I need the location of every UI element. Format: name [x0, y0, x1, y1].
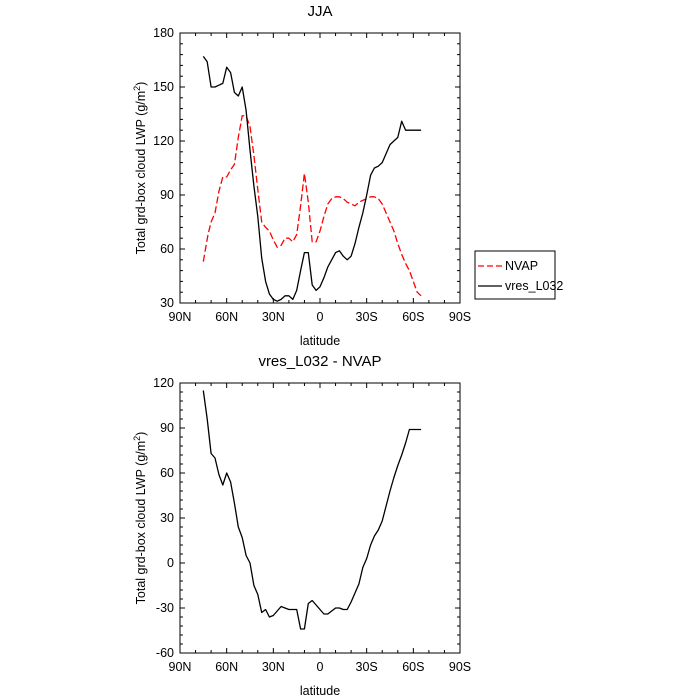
y-tick-label: 120 [153, 376, 174, 390]
x-tick-label: 60S [402, 660, 424, 674]
y-tick-label: -30 [156, 601, 174, 615]
x-tick-label: 90S [449, 310, 471, 324]
plot-frame [179, 382, 461, 654]
x-tick-label: 60S [402, 310, 424, 324]
y-tick-label: 30 [160, 511, 174, 525]
x-axis-title: latitude [300, 334, 340, 348]
series-line-vres-l032-nvap [202, 390, 422, 630]
y-axis-title: Total grd-box cloud LWP (g/m2) [132, 432, 148, 605]
x-tick-label: 90N [169, 310, 192, 324]
y-axis-title: Total grd-box cloud LWP (g/m2) [132, 82, 148, 255]
series-layer [202, 56, 422, 302]
y-tick-label: 90 [160, 421, 174, 435]
series-line-vres-l032 [202, 56, 422, 302]
x-tick-label: 30N [262, 660, 285, 674]
axis-ticks: 90N 60N 30N 0 30S 60S 90S -60 -30 0 30 60 90 120 [153, 376, 471, 674]
series-layer [202, 390, 422, 630]
x-axis-title: latitude [300, 684, 340, 698]
chart-title: vres_L032 - NVAP [258, 353, 381, 370]
x-tick-label: 30S [356, 310, 378, 324]
y-tick-label: 60 [160, 466, 174, 480]
x-tick-label: 0 [317, 660, 324, 674]
x-tick-label: 60N [215, 310, 238, 324]
x-tick-label: 0 [317, 310, 324, 324]
y-tick-label: 180 [153, 26, 174, 40]
legend-label-nvap: NVAP [505, 259, 538, 273]
y-tick-label: 30 [160, 296, 174, 310]
y-tick-label: -60 [156, 646, 174, 660]
legend-label-vres: vres_L032 [505, 279, 563, 293]
x-tick-label: 60N [215, 660, 238, 674]
y-tick-label: 60 [160, 242, 174, 256]
chart-title: JJA [307, 3, 332, 20]
legend: NVAP vres_L032 [474, 250, 563, 300]
x-tick-label: 90S [449, 660, 471, 674]
panel-bottom: vres_L032 - NVAP 90N 60N 30N 0 30S 60S 90S -60 -… [132, 353, 471, 698]
x-tick-label: 30N [262, 310, 285, 324]
y-tick-label: 150 [153, 80, 174, 94]
x-tick-label: 90N [169, 660, 192, 674]
series-line-nvap [202, 115, 422, 297]
legend-box [474, 250, 556, 300]
x-tick-label: 30S [356, 660, 378, 674]
y-tick-label: 90 [160, 188, 174, 202]
y-tick-label: 120 [153, 134, 174, 148]
axis-ticks: 90N 60N 30N 0 30S 60S 90S 30 60 90 120 150 180 [153, 26, 471, 324]
panel-top: JJA 90N 60N 30N 0 30S 60S 90S 30 60 90 120 150 180 l… [132, 3, 563, 348]
y-tick-label: 0 [167, 556, 174, 570]
plot-frame [179, 32, 461, 304]
